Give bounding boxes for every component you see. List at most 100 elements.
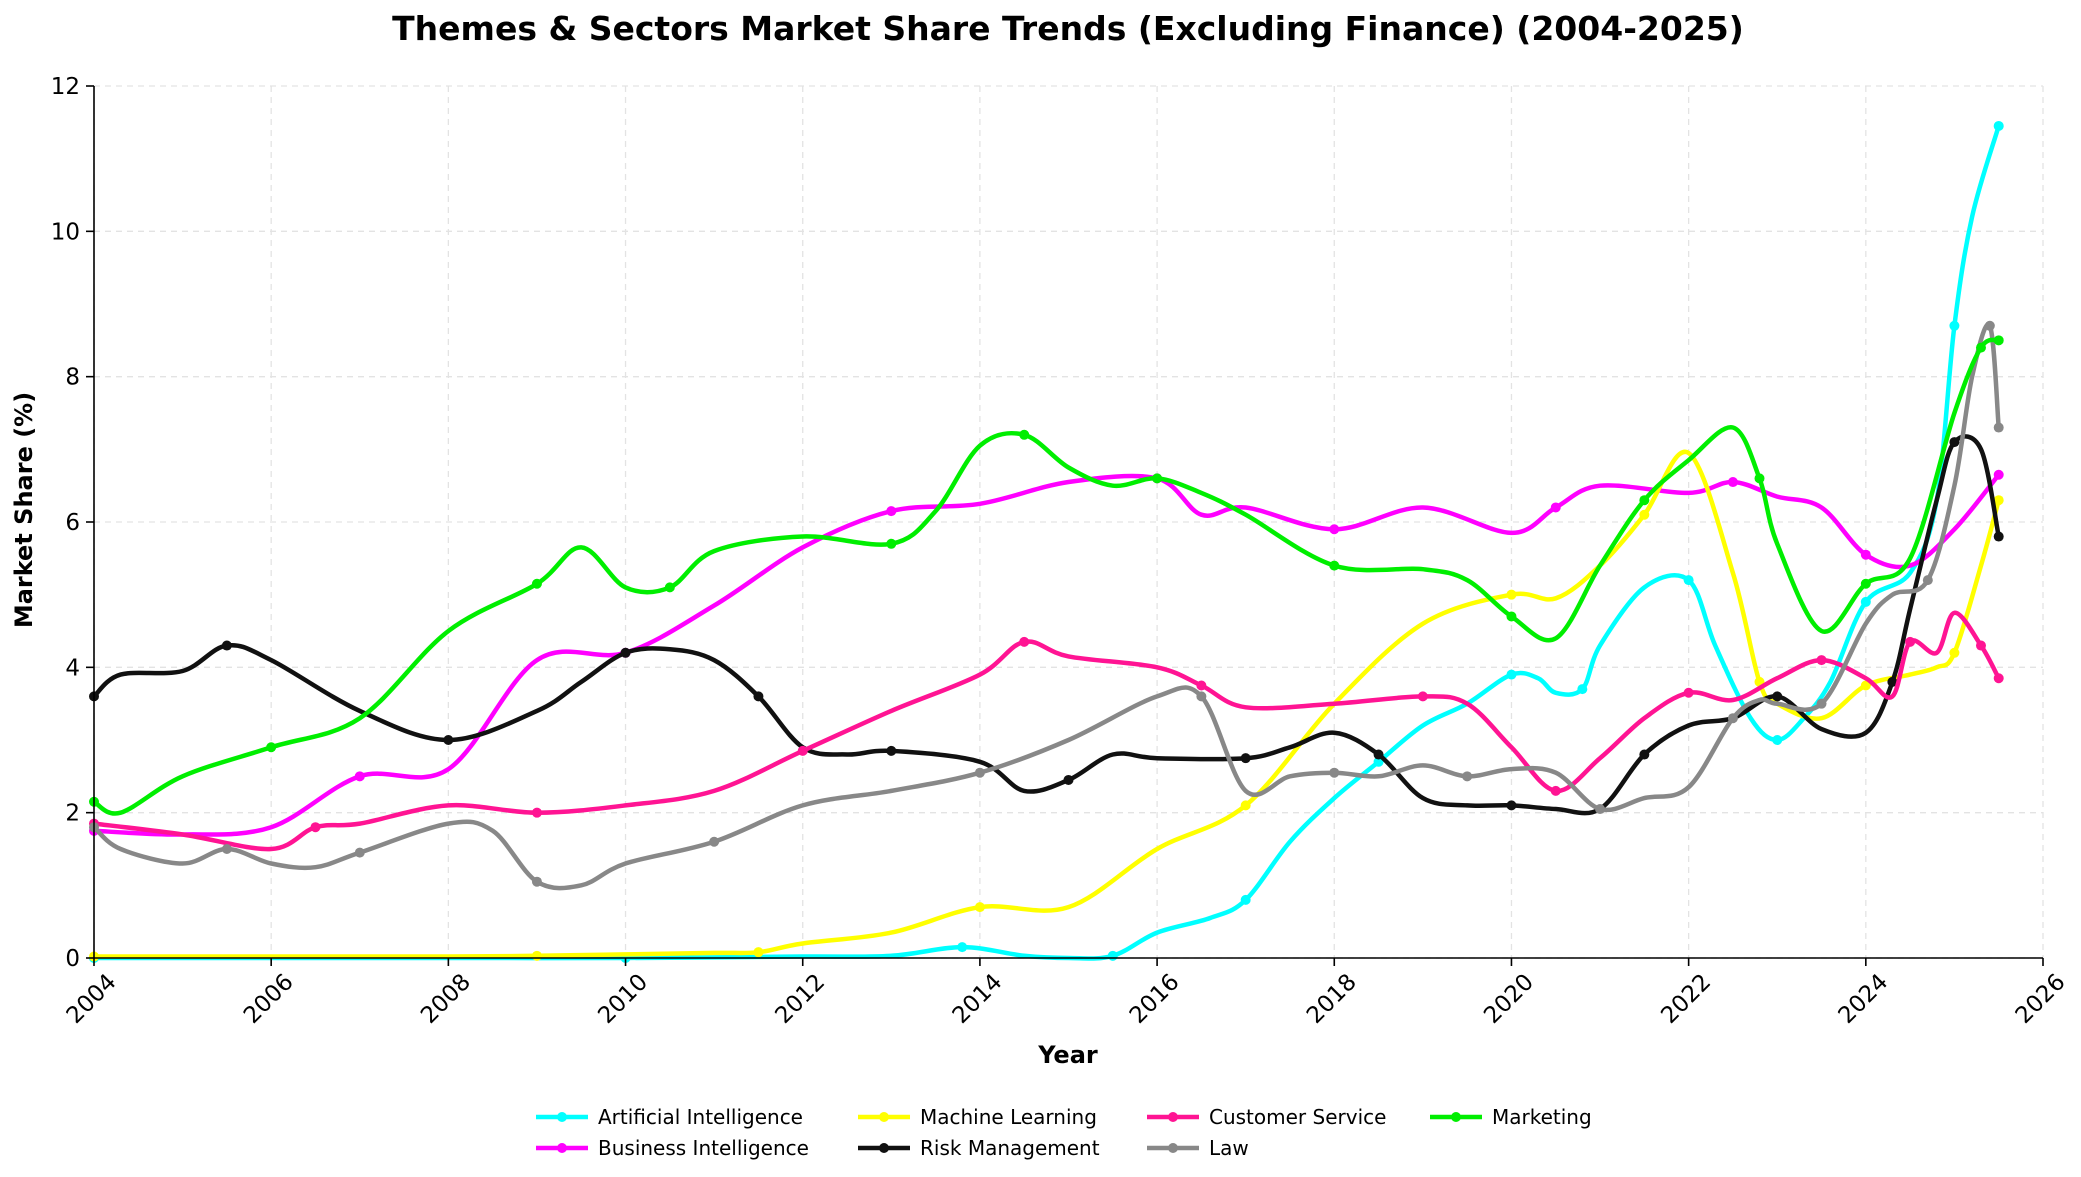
data-point-law: [1993, 422, 2004, 433]
data-point-law: [1462, 771, 1473, 782]
data-point-machine-learning: [1506, 589, 1517, 600]
legend-label-risk-management: Risk Management: [920, 1136, 1100, 1160]
series-line-customer-service: [91, 610, 2001, 852]
series-machine-learning: [89, 449, 2004, 962]
data-point-customer-service: [531, 807, 542, 818]
data-point-marketing: [266, 742, 277, 753]
data-point-machine-learning: [531, 950, 542, 961]
legend-marker-artificial-intelligence: [557, 1112, 567, 1122]
data-point-artificial-intelligence: [1772, 735, 1783, 745]
data-point-customer-service: [1683, 687, 1694, 698]
data-point-business-intelligence: [1993, 469, 2004, 480]
series-marketing: [89, 335, 2004, 816]
data-point-law: [1196, 691, 1207, 702]
data-point-machine-learning: [1240, 800, 1251, 811]
data-point-marketing: [1754, 473, 1765, 484]
data-point-risk-management: [886, 745, 897, 756]
legend-item-artificial-intelligence: Artificial Intelligence: [536, 1105, 803, 1129]
data-point-marketing: [1329, 560, 1340, 571]
data-point-artificial-intelligence: [1683, 575, 1694, 586]
data-point-risk-management: [1506, 800, 1517, 811]
data-point-business-intelligence: [354, 771, 365, 782]
data-point-customer-service: [1550, 785, 1561, 796]
data-point-machine-learning: [1639, 509, 1650, 520]
data-point-marketing: [1019, 429, 1030, 440]
data-point-business-intelligence: [1329, 524, 1340, 535]
data-point-law: [531, 876, 542, 887]
data-point-risk-management: [1887, 676, 1898, 687]
chart-title: Themes & Sectors Market Share Trends (Ex…: [392, 9, 1744, 48]
y-tick-label: 8: [65, 365, 80, 391]
legend-item-customer-service: Customer Service: [1147, 1105, 1386, 1129]
data-point-business-intelligence: [1550, 502, 1561, 513]
y-tick-label: 2: [65, 801, 80, 827]
data-point-risk-management: [1772, 691, 1783, 702]
data-point-artificial-intelligence: [1577, 684, 1588, 695]
data-point-marketing: [1639, 495, 1650, 506]
data-point-law: [221, 844, 232, 854]
data-point-machine-learning: [1860, 680, 1871, 691]
data-point-customer-service: [1196, 680, 1207, 691]
data-point-artificial-intelligence: [1107, 950, 1118, 961]
data-point-marketing: [1506, 611, 1517, 622]
data-point-customer-service: [1816, 655, 1827, 666]
data-point-marketing: [1975, 342, 1986, 353]
series-line-marketing: [91, 337, 2001, 816]
series-line-machine-learning: [91, 449, 2001, 959]
y-tick-label: 6: [65, 510, 80, 536]
legend-label-marketing: Marketing: [1492, 1105, 1592, 1129]
y-tick-label: 0: [65, 946, 80, 972]
legend-marker-business-intelligence: [557, 1143, 567, 1153]
data-point-marketing: [886, 538, 897, 549]
data-point-artificial-intelligence: [1506, 669, 1517, 680]
data-point-law: [1727, 713, 1738, 724]
x-tick-label: 2012: [771, 969, 831, 1029]
data-point-customer-service: [797, 745, 808, 756]
series-law: [89, 320, 2004, 891]
data-point-risk-management: [620, 647, 631, 658]
data-point-business-intelligence: [886, 506, 897, 517]
data-point-risk-management: [1639, 749, 1650, 760]
data-point-machine-learning: [1949, 647, 1960, 658]
legend-marker-marketing: [1451, 1112, 1461, 1122]
data-point-law: [1595, 804, 1606, 815]
legend-label-artificial-intelligence: Artificial Intelligence: [598, 1105, 803, 1129]
data-point-customer-service: [1417, 691, 1428, 702]
data-point-marketing: [1860, 578, 1871, 589]
data-point-law: [1984, 320, 1995, 331]
axes-layer: 2004 2006 2008 2010 2012 2014 2016 2018 2020 2022…: [51, 74, 2071, 1029]
data-point-artificial-intelligence: [1993, 120, 2004, 131]
data-point-risk-management: [1063, 774, 1074, 785]
y-tick-label: 4: [65, 655, 80, 681]
data-point-law: [709, 836, 720, 847]
legend-label-customer-service: Customer Service: [1209, 1105, 1386, 1129]
data-point-customer-service: [1975, 640, 1986, 651]
x-tick-label: 2020: [1479, 969, 1539, 1029]
legend: Artificial Intelligence Business Intellig…: [536, 1105, 1592, 1160]
data-point-law: [354, 847, 365, 858]
data-point-risk-management: [1373, 749, 1384, 760]
data-point-marketing: [1993, 335, 2004, 346]
data-point-risk-management: [1949, 437, 1960, 448]
data-point-law: [1922, 575, 1933, 586]
legend-item-marketing: Marketing: [1430, 1105, 1592, 1129]
series-line-artificial-intelligence: [91, 123, 2001, 961]
data-point-business-intelligence: [1860, 549, 1871, 560]
data-point-machine-learning: [1993, 495, 2004, 506]
data-point-law: [1816, 698, 1827, 709]
series-artificial-intelligence: [89, 120, 2004, 963]
x-tick-label: 2024: [1834, 969, 1894, 1029]
legend-label-business-intelligence: Business Intelligence: [598, 1136, 809, 1160]
data-point-customer-service: [310, 822, 321, 833]
legend-item-machine-learning: Machine Learning: [858, 1105, 1097, 1129]
series-layer: [89, 120, 2004, 963]
data-point-risk-management: [1993, 531, 2004, 542]
y-tick-label: 10: [51, 219, 80, 245]
y-axis-label: Market Share (%): [10, 392, 38, 628]
series-line-business-intelligence: [91, 472, 2001, 837]
data-point-artificial-intelligence: [1949, 320, 1960, 331]
data-point-law: [1329, 767, 1340, 778]
x-tick-label: 2018: [1302, 969, 1362, 1029]
data-point-artificial-intelligence: [1240, 894, 1251, 905]
